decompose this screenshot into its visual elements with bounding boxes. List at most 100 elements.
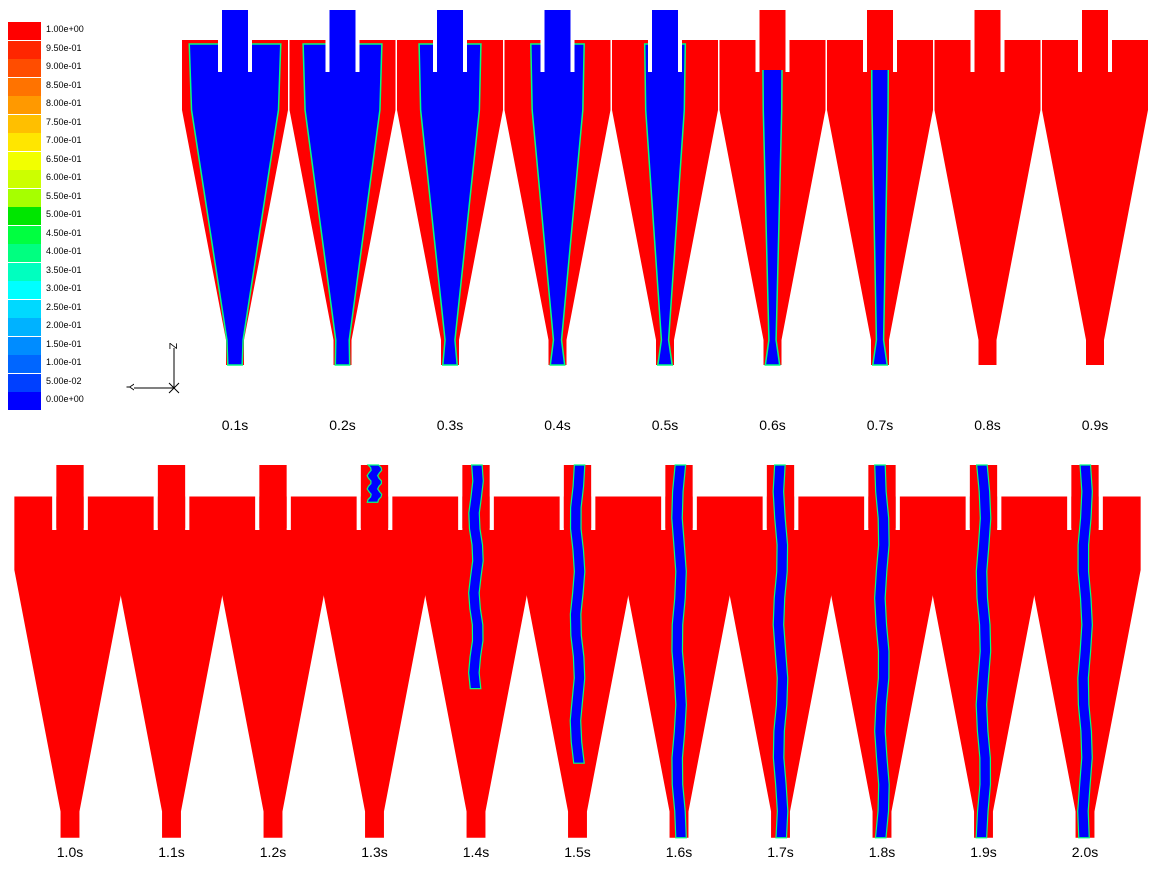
cyclone-panel	[504, 10, 611, 366]
vortex-finder-wall	[185, 496, 190, 530]
frame-time-label: 1.4s	[463, 844, 489, 860]
frame-time-label: 0.5s	[652, 417, 678, 433]
vortex-finder-tube	[56, 465, 84, 528]
low-phase-region	[643, 43, 687, 366]
vortex-finder-wall	[570, 40, 575, 72]
vortex-finder-wall	[692, 496, 697, 530]
legend-row: 2.00e-01	[8, 318, 128, 336]
legend-tick-label: 2.00e-01	[46, 320, 82, 330]
vortex-finder-wall	[661, 496, 666, 530]
air-core	[975, 464, 992, 839]
legend-tick-label: 5.00e-02	[46, 375, 82, 386]
vortex-finder-wall	[52, 496, 57, 530]
cyclone-panel	[217, 465, 329, 838]
legend-row: 8.50e-01	[8, 77, 128, 96]
cyclone-panel	[826, 464, 938, 839]
frame-time-label: 0.7s	[867, 417, 893, 433]
vortex-finder-wall	[997, 496, 1002, 530]
low-phase-region	[530, 43, 585, 366]
vortex-finder-wall	[218, 40, 222, 72]
legend-row: 7.50e-01	[8, 114, 128, 133]
legend-tick-label: 5.00e-01	[46, 209, 82, 219]
vortex-finder-wall	[785, 40, 790, 72]
legend-row: 6.50e-01	[8, 151, 128, 170]
legend-tick-label: 4.50e-01	[46, 227, 82, 238]
frame-time-label: 0.8s	[974, 417, 1000, 433]
cyclone-panel	[927, 464, 1040, 839]
cyclone-panel	[1029, 464, 1141, 839]
legend-swatch	[8, 96, 41, 114]
legend-swatch	[8, 299, 41, 318]
vortex-finder-tube	[222, 10, 248, 70]
frame-time-label: 0.6s	[759, 417, 785, 433]
legend-tick-label: 8.50e-01	[46, 79, 82, 90]
air-core	[366, 464, 383, 503]
frame-time-label: 1.2s	[260, 844, 286, 860]
legend-row: 1.50e-01	[8, 336, 128, 355]
cyclone-panel	[724, 464, 837, 839]
legend-tick-label: 1.00e-01	[46, 357, 82, 367]
legend-swatch	[8, 77, 41, 96]
vortex-finder-tube	[259, 465, 287, 528]
legend-tick-label: 7.50e-01	[46, 116, 82, 127]
frame-time-label: 1.7s	[767, 844, 793, 860]
legend-tick-label: 2.50e-01	[46, 301, 82, 312]
cyclone-panel	[182, 10, 288, 366]
legend-swatch	[8, 22, 41, 40]
cyclone-panel	[115, 465, 228, 838]
legend-swatch	[8, 225, 41, 244]
vortex-finder-wall	[864, 496, 869, 530]
frame-time-label: 0.1s	[222, 417, 248, 433]
legend-row: 4.50e-01	[8, 225, 128, 244]
legend-row: 1.00e+00	[8, 22, 128, 40]
vortex-finder-tube	[157, 465, 186, 528]
legend-swatch	[8, 188, 41, 207]
vortex-finder-wall	[1108, 40, 1112, 72]
frame-time-label: 1.0s	[57, 844, 83, 860]
legend-swatch	[8, 170, 41, 188]
vortex-finder-wall	[1078, 40, 1082, 72]
air-core	[874, 464, 890, 839]
legend-tick-label: 3.00e-01	[46, 283, 82, 293]
legend-tick-label: 0.00e+00	[46, 394, 84, 404]
legend-tick-label: 5.50e-01	[46, 190, 82, 201]
frame-time-label: 2.0s	[1072, 844, 1098, 860]
cyclone-body	[934, 40, 1041, 365]
legend-row: 9.50e-01	[8, 40, 128, 59]
legend-row: 4.00e-01	[8, 244, 128, 262]
legend-swatch	[8, 355, 41, 373]
vortex-finder-wall	[540, 40, 545, 72]
vortex-finder-tube	[759, 10, 786, 70]
cyclone-panel	[521, 464, 634, 838]
legend-row: 3.00e-01	[8, 281, 128, 299]
vortex-finder-tube	[974, 10, 1001, 70]
cyclone-panel	[1042, 10, 1148, 365]
legend-tick-label: 9.50e-01	[46, 42, 82, 53]
frame-time-label: 0.3s	[437, 417, 463, 433]
vortex-finder-wall	[248, 40, 252, 72]
vortex-finder-wall	[559, 496, 564, 530]
vortex-finder-wall	[970, 40, 975, 72]
air-core	[671, 464, 687, 839]
cyclone-body	[14, 496, 126, 838]
legend-tick-label: 6.50e-01	[46, 153, 82, 164]
vortex-finder-tube	[544, 10, 571, 70]
legend-swatch	[8, 59, 41, 77]
cyclone-panel	[14, 465, 126, 838]
vortex-finder-wall	[895, 496, 900, 530]
frame-time-label: 1.1s	[158, 844, 184, 860]
frame-time-label: 1.3s	[361, 844, 387, 860]
air-core	[1077, 464, 1093, 839]
cyclone-body	[1042, 40, 1148, 365]
axis-triad-icon	[134, 348, 180, 394]
legend-swatch	[8, 151, 41, 170]
vortex-finder-wall	[255, 496, 260, 530]
frame-time-label: 0.2s	[329, 417, 355, 433]
legend-swatch	[8, 133, 41, 151]
vortex-finder-wall	[286, 496, 291, 530]
vortex-finder-tube	[1082, 10, 1108, 70]
air-core	[468, 464, 484, 690]
legend-row: 6.00e-01	[8, 170, 128, 188]
